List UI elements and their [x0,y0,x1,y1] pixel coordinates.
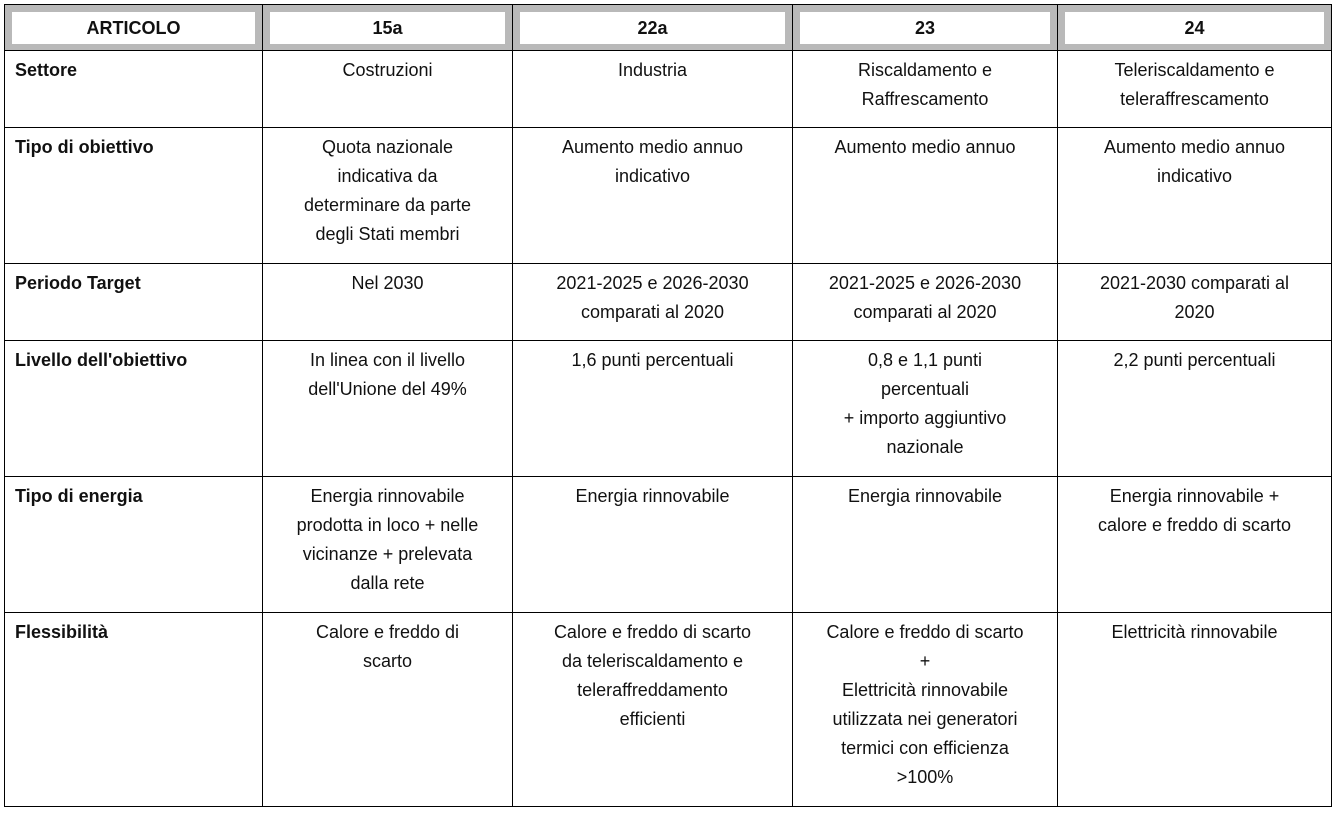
header-cell-articolo: ARTICOLO [4,4,263,51]
table-cell: Teleriscaldamento e teleraffrescamento [1057,50,1332,128]
cell-text: Energia rinnovabile [847,486,1003,506]
cell-text: Energia rinnovabile + calore e freddo di… [1097,486,1292,535]
cell-text: 2,2 punti percentuali [1113,350,1276,370]
table-cell: 0,8 e 1,1 punti percentuali + importo ag… [792,340,1058,477]
cell-text: In linea con il livello dell'Unione del … [308,350,467,399]
header-row: ARTICOLO 15a 22a 23 24 [4,4,1332,51]
header-cell-24: 24 [1057,4,1332,51]
header-label: 22a [520,11,785,44]
cell-text: Quota nazionale indicativa da determinar… [303,137,472,244]
table-header: ARTICOLO 15a 22a 23 24 [4,4,1332,51]
table-cell: Energia rinnovabile [512,476,793,613]
table-cell: Nel 2030 [262,263,513,341]
table-cell: 2021-2025 e 2026-2030 comparati al 2020 [792,263,1058,341]
table-row-tipo-di-energia: Tipo di energia Energia rinnovabile prod… [4,476,1332,613]
table-cell: Aumento medio annuo indicativo [1057,127,1332,264]
table-cell: 1,6 punti percentuali [512,340,793,477]
table-cell: Energia rinnovabile + calore e freddo di… [1057,476,1332,613]
table-row-settore: Settore Costruzioni Industria Riscaldame… [4,50,1332,128]
cell-text: Calore e freddo di scarto da teleriscald… [553,622,752,729]
header-cell-22a: 22a [512,4,793,51]
row-label: Tipo di energia [4,476,263,613]
cell-text: Energia rinnovabile prodotta in loco + n… [296,486,479,593]
table-cell: 2,2 punti percentuali [1057,340,1332,477]
table-row-periodo-target: Periodo Target Nel 2030 2021-2025 e 2026… [4,263,1332,341]
row-label: Periodo Target [4,263,263,341]
header-label: 24 [1065,11,1324,44]
cell-text: 2021-2025 e 2026-2030 comparati al 2020 [828,273,1022,322]
table-cell: Energia rinnovabile prodotta in loco + n… [262,476,513,613]
cell-text: Costruzioni [342,60,433,80]
table-cell: Industria [512,50,793,128]
cell-text: 0,8 e 1,1 punti percentuali + importo ag… [843,350,1007,457]
cell-text: Aumento medio annuo [834,137,1016,157]
cell-text: Nel 2030 [351,273,424,293]
row-label: Tipo di obiettivo [4,127,263,264]
table-cell: 2021-2030 comparati al 2020 [1057,263,1332,341]
table-body: Settore Costruzioni Industria Riscaldame… [4,50,1332,807]
table-cell: Riscaldamento e Raffrescamento [792,50,1058,128]
table-cell: Aumento medio annuo [792,127,1058,264]
table-cell: Energia rinnovabile [792,476,1058,613]
cell-text: 2021-2025 e 2026-2030 comparati al 2020 [556,273,749,322]
cell-text: Elettricità rinnovabile [1111,622,1278,642]
table-cell: Aumento medio annuo indicativo [512,127,793,264]
cell-text: 1,6 punti percentuali [571,350,734,370]
cell-text: Aumento medio annuo indicativo [1103,137,1286,186]
header-label: 15a [270,11,505,44]
table-row-livello-dell-obiettivo: Livello dell'obiettivo In linea con il l… [4,340,1332,477]
table-cell: 2021-2025 e 2026-2030 comparati al 2020 [512,263,793,341]
table-cell: Quota nazionale indicativa da determinar… [262,127,513,264]
header-cell-15a: 15a [262,4,513,51]
row-label: Livello dell'obiettivo [4,340,263,477]
table-cell: Calore e freddo di scarto + Elettricità … [792,612,1058,807]
table-cell: Elettricità rinnovabile [1057,612,1332,807]
cell-text: Aumento medio annuo indicativo [561,137,744,186]
header-label: 23 [800,11,1050,44]
cell-text: 2021-2030 comparati al 2020 [1099,273,1290,322]
table-row-flessibilita: Flessibilità Calore e freddo di scarto C… [4,612,1332,807]
cell-text: Teleriscaldamento e teleraffrescamento [1114,60,1275,109]
cell-text: Calore e freddo di scarto [315,622,460,671]
cell-text: Industria [617,60,688,80]
table-cell: Calore e freddo di scarto [262,612,513,807]
table-cell: Calore e freddo di scarto da teleriscald… [512,612,793,807]
row-label: Settore [4,50,263,128]
header-cell-23: 23 [792,4,1058,51]
row-label: Flessibilità [4,612,263,807]
table-cell: In linea con il livello dell'Unione del … [262,340,513,477]
table-row-tipo-di-obiettivo: Tipo di obiettivo Quota nazionale indica… [4,127,1332,264]
table-cell: Costruzioni [262,50,513,128]
cell-text: Riscaldamento e Raffrescamento [857,60,993,109]
cell-text: Energia rinnovabile [575,486,730,506]
articles-comparison-table: ARTICOLO 15a 22a 23 24 Settore Costruzio… [4,4,1332,807]
cell-text: Calore e freddo di scarto + Elettricità … [826,622,1024,787]
header-label: ARTICOLO [12,11,255,44]
